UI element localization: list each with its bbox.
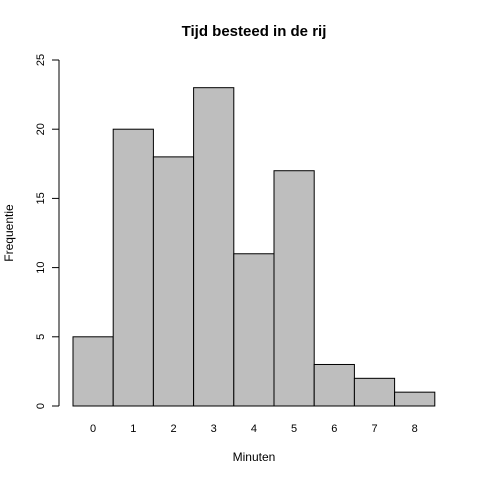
x-tick-label-7: 7 [371,423,377,435]
x-tick-label-8: 8 [412,423,418,435]
y-axis: 0 5 10 15 20 25 [35,54,60,409]
x-tick-label-2: 2 [170,423,176,435]
y-axis-label: Frequentie [2,204,16,262]
bar-0 [72,336,114,407]
bar-2 [152,156,195,407]
y-tick-label-5: 5 [35,334,47,340]
y-tick-label-0: 0 [35,403,47,409]
bar-8 [394,391,436,407]
x-tick-label-6: 6 [331,423,337,435]
bar-5 [273,170,315,407]
y-tick-label-15: 15 [35,192,47,204]
y-tick-label-25: 25 [35,54,47,66]
bar-6 [313,363,355,407]
x-tick-label-0: 0 [90,423,96,435]
x-tick-label-4: 4 [251,423,257,435]
x-tick-label-5: 5 [291,423,297,435]
y-tick-label-20: 20 [35,123,47,135]
bars-group [72,87,436,407]
bar-4 [233,253,275,407]
x-axis-label: Minuten [233,450,276,464]
x-tick-label-3: 3 [211,423,217,435]
bar-3 [193,87,235,407]
y-tick-label-10: 10 [35,261,47,273]
x-tick-labels: 0 1 2 3 4 5 6 7 8 [90,423,418,435]
bar-1 [112,128,154,407]
chart-title: Tijd besteed in de rij [182,23,327,40]
x-tick-label-1: 1 [130,423,136,435]
bar-7 [353,377,396,407]
